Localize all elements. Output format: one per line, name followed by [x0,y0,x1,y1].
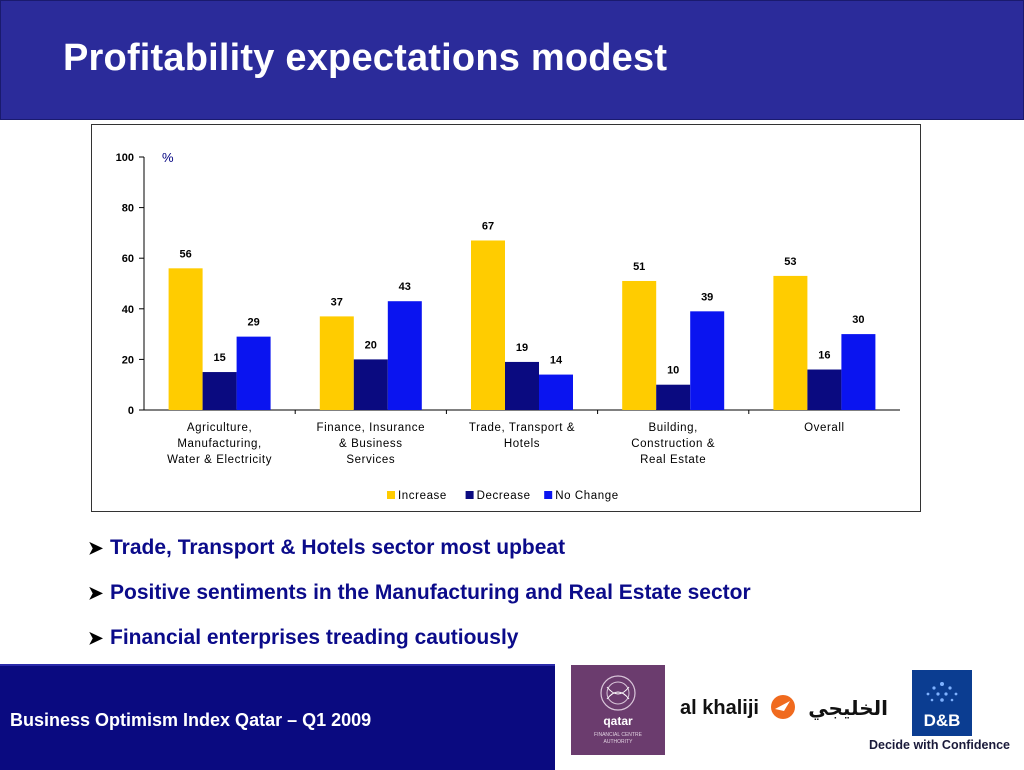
db-tagline: Decide with Confidence [869,738,1010,752]
bar-decrease [353,359,388,410]
qfc-logo-name: qatar [603,714,633,728]
y-tick-label: 60 [122,253,134,265]
bullet-item: ➤ Trade, Transport & Hotels sector most u… [88,536,751,581]
data-label: 53 [784,256,796,268]
legend-label: Decrease [477,490,531,502]
data-label: 67 [482,220,494,232]
category-label: Water & Electricity [167,454,272,466]
category-label: Real Estate [640,454,706,466]
legend-swatch [387,491,395,499]
data-label: 51 [633,261,645,273]
db-logo: D&B [912,670,972,736]
data-label: 39 [701,291,713,303]
bar-no-change [236,336,271,410]
bullet-item: ➤ Positive sentiments in the Manufacturin… [88,581,751,626]
data-label: 14 [550,355,563,367]
bar-no-change [387,301,422,410]
data-label: 43 [399,281,411,293]
bar-decrease [202,372,237,410]
qfc-logo-sub1: FINANCIAL CENTRE [594,732,643,738]
bar-no-change [841,334,876,410]
data-label: 37 [331,296,343,308]
data-label: 20 [365,339,377,351]
bar-increase [471,240,505,410]
y-tick-label: 0 [128,405,134,417]
bar-increase [773,275,808,410]
category-label: Trade, Transport & [469,422,575,434]
legend-label: No Change [555,490,619,502]
bullet-text: Trade, Transport & Hotels sector most up… [110,536,566,559]
alkhaliji-arabic: الخليجي [808,696,888,721]
bar-increase [319,316,354,410]
category-label: Agriculture, [187,422,252,434]
bullet-list: ➤ Trade, Transport & Hotels sector most u… [88,536,751,671]
data-label: 56 [179,248,191,260]
data-label: 30 [852,314,864,326]
category-label: Hotels [504,438,540,450]
bullet-text: Positive sentiments in the Manufacturing… [110,581,751,604]
footer-band: Business Optimism Index Qatar – Q1 2009 [0,664,555,770]
arrow-bullet-icon: ➤ [88,538,104,558]
title-banner: Profitability expectations modest [0,0,1024,120]
data-label: 10 [667,365,679,377]
db-logo-mark: D&B [924,711,961,730]
unit-label: % [162,150,174,165]
bar-decrease [505,361,539,410]
bar-no-change [539,374,573,410]
chart-frame: 0 20 40 60 80 100% 56 15 29 Agriculture, Manufactu… [91,124,921,512]
legend-label: Increase [398,490,447,502]
footer-caption: Business Optimism Index Qatar – Q1 2009 [10,710,372,730]
y-tick-label: 40 [122,304,134,316]
arrow-bullet-icon: ➤ [88,628,104,648]
category-label: Building, [648,422,698,434]
qfc-logo: qatar FINANCIAL CENTRE AUTHORITY [571,665,665,755]
category-label: Services [346,454,395,466]
category-label: Manufacturing, [177,438,261,450]
category-label: Finance, Insurance [316,422,425,434]
bar-increase [168,268,203,410]
bullet-text: Financial enterprises treading cautiousl… [110,626,519,649]
data-label: 15 [213,352,225,364]
legend-swatch [465,491,474,499]
bar-increase [622,280,657,410]
y-tick-label: 80 [122,203,134,215]
y-tick-label: 100 [116,152,134,164]
alkhaliji-logo: al khaliji الخليجي [680,688,890,728]
legend-swatch [544,491,553,499]
category-label: Construction & [631,438,715,450]
bar-chart: 0 20 40 60 80 100 % 56 15 29 Agriculture, Manufactu… [116,150,900,502]
data-label: 19 [516,342,528,354]
arrow-bullet-icon: ➤ [88,583,104,603]
bar-decrease [807,369,842,410]
bar-decrease [656,384,691,410]
data-label: 29 [247,317,259,329]
slide-title: Profitability expectations modest [63,37,668,79]
bullet-item: ➤ Financial enterprises treading cautious… [88,626,751,671]
category-label: & Business [339,438,403,450]
alkhaliji-latin: al khaliji [680,697,759,719]
bar-no-change [690,311,725,410]
category-label: Overall [804,422,845,434]
qfc-logo-sub2: AUTHORITY [604,739,634,745]
y-tick-label: 20 [122,354,134,366]
data-label: 16 [818,350,830,362]
